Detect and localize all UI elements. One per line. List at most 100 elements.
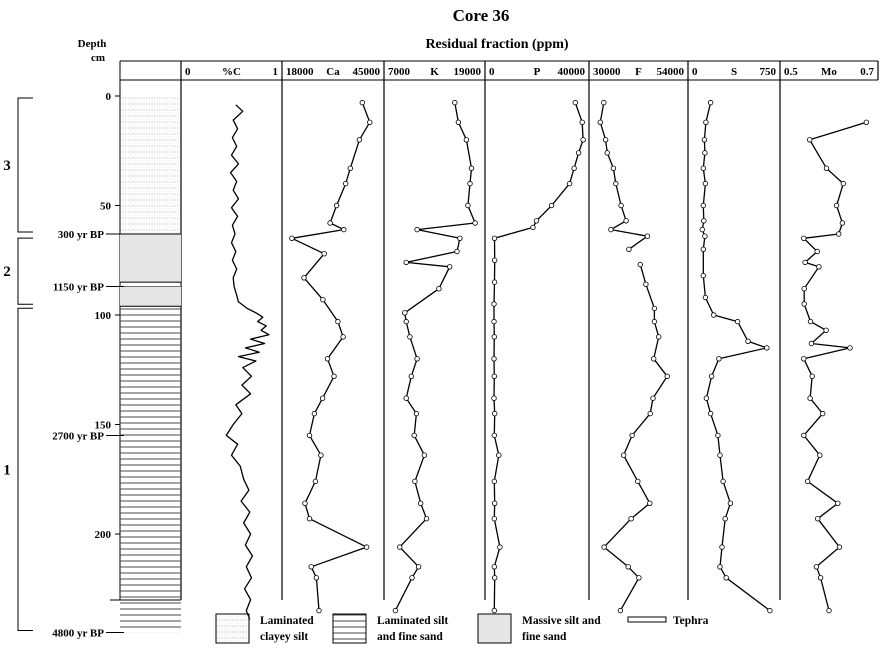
lithology-massive-silt [120, 233, 181, 283]
data-point [452, 99, 458, 106]
data-point [802, 259, 808, 266]
data-point [647, 500, 653, 506]
zone-bracket [17, 307, 33, 632]
data-point [807, 318, 814, 325]
data-point [651, 305, 658, 312]
data-point [289, 235, 295, 241]
panel-max-label: 0.7 [860, 66, 874, 78]
data-point [341, 226, 347, 233]
data-point [491, 279, 498, 285]
data-point [656, 334, 662, 340]
data-point [414, 356, 420, 362]
data-point [423, 516, 430, 522]
zone-label: 3 [3, 158, 11, 174]
panel-max-label: 750 [760, 66, 777, 78]
panel-min-label: 7000 [388, 66, 411, 78]
data-point [316, 607, 322, 614]
data-point [703, 119, 709, 125]
data-point [455, 119, 462, 125]
data-point [363, 544, 370, 550]
data-point [575, 150, 582, 156]
lithology-column [119, 96, 182, 633]
panel-series-name: S [731, 66, 737, 78]
panel-ca: 18000 Ca 45000 [286, 66, 381, 614]
chart-title: Core 36 [453, 6, 510, 25]
data-point [356, 137, 363, 143]
data-point [809, 373, 815, 379]
panel-p: 0 P 40000 [489, 66, 586, 614]
chart-subtitle: Residual fraction (ppm) [425, 37, 568, 52]
data-point [804, 478, 811, 485]
data-point [468, 165, 475, 171]
legend-item-massive-silt: Massive silt and fine sand [477, 613, 601, 644]
legend-label: clayey silt [260, 631, 308, 643]
data-point [491, 301, 497, 307]
panel-f: 30000 F 54000 [593, 66, 685, 614]
data-point [708, 373, 715, 379]
data-point [801, 235, 807, 241]
data-point [491, 334, 497, 340]
panel-s: 0 S 750 [692, 66, 777, 614]
data-point [715, 432, 721, 439]
series-panels: 0 %C 1 18000 Ca 45000 7000 K 19000 0 P 40000 30000 F 5… [185, 66, 875, 620]
series-line-pct-c [225, 104, 270, 620]
zone-bracket [17, 237, 33, 305]
series-line-f [603, 264, 668, 611]
data-point [637, 261, 643, 268]
data-point [331, 373, 337, 379]
data-point [566, 180, 573, 187]
panel-series-name: Mo [821, 66, 837, 78]
data-point [418, 500, 424, 506]
series-line-mo [803, 121, 867, 611]
panel-k: 7000 K 19000 [388, 66, 482, 614]
data-point [302, 500, 308, 506]
data-point [719, 544, 725, 550]
data-point [703, 395, 710, 401]
data-point [408, 373, 414, 379]
data-point [436, 286, 442, 292]
data-point [623, 218, 629, 224]
panel-series-name: %C [222, 66, 241, 78]
depth-tick-label: 0 [106, 91, 112, 103]
lithology-laminated-clayey-silt [120, 96, 181, 234]
data-point [321, 250, 327, 257]
data-point [343, 180, 349, 187]
data-point [700, 272, 706, 279]
data-point [306, 516, 313, 522]
legend: Laminated clayey silt Laminated silt and fi… [215, 613, 709, 644]
age-label: 1150 yr BP [53, 282, 104, 294]
data-point [313, 575, 320, 581]
data-point [823, 165, 830, 171]
data-point [597, 119, 603, 125]
data-point [608, 226, 614, 233]
data-point [717, 452, 723, 458]
data-point [530, 224, 536, 231]
data-point [727, 500, 734, 506]
data-point [820, 410, 826, 417]
data-point [308, 564, 314, 570]
legend-swatch-laminated-clayey-silt [215, 613, 250, 644]
data-point [618, 202, 624, 209]
age-markers: 300 yr BP 1150 yr BP 2700 yr BP 4800 yr BP [52, 229, 124, 640]
data-point [817, 575, 824, 581]
data-point [491, 478, 497, 485]
data-point [702, 150, 708, 156]
panel-pct-c: 0 %C 1 [185, 66, 278, 620]
data-point [306, 432, 313, 439]
data-point [301, 275, 307, 281]
data-point [847, 345, 853, 351]
lithology-laminated-silt [120, 306, 181, 633]
data-point [318, 452, 324, 458]
data-point [491, 235, 498, 241]
data-point [801, 432, 807, 439]
data-point [324, 356, 331, 362]
series-line-s [701, 102, 771, 612]
data-point [413, 410, 420, 417]
zone-label: 2 [3, 264, 11, 280]
data-point [702, 294, 709, 301]
data-point [620, 452, 627, 458]
data-point [723, 575, 729, 581]
data-point [327, 220, 333, 226]
data-point [716, 356, 722, 362]
